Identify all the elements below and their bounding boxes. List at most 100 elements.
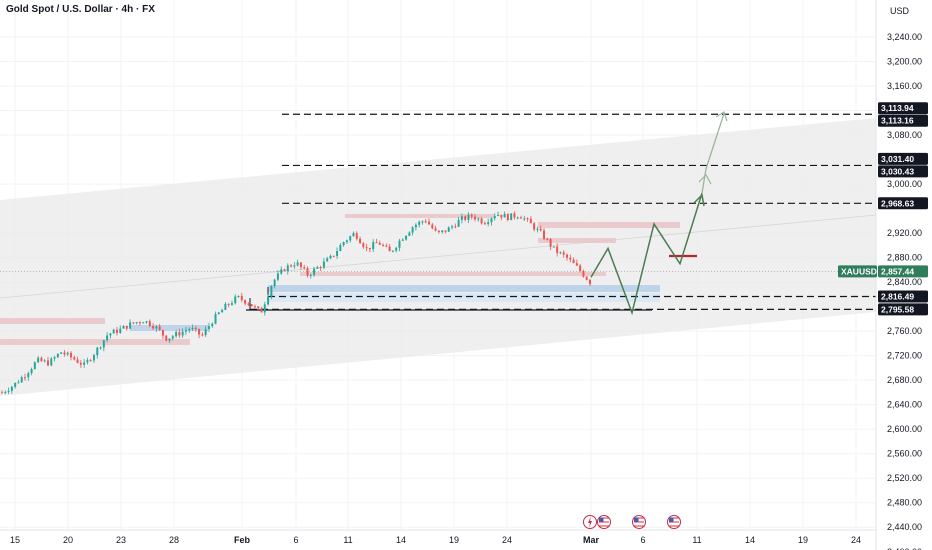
channel-midline <box>0 214 877 299</box>
candle-body <box>510 213 513 221</box>
projected-price-path <box>590 193 703 316</box>
x-tick-label[interactable]: 19 <box>798 535 808 545</box>
candle-body <box>227 303 230 305</box>
y-tick-label[interactable]: 2,640.00 <box>887 400 922 410</box>
y-tick-label[interactable]: 2,720.00 <box>887 351 922 361</box>
demand-zone <box>130 325 208 331</box>
us-flag-event-icon[interactable] <box>632 515 646 529</box>
candle-body <box>460 216 463 220</box>
candle-body <box>66 352 69 355</box>
lightning-event-icon[interactable] <box>583 515 597 529</box>
price-level-badge[interactable]: 3,030.43 <box>878 165 928 178</box>
regression-channel <box>0 118 877 396</box>
candle-body <box>73 357 76 360</box>
y-tick-label[interactable]: 3,160.00 <box>887 81 922 91</box>
x-tick-label[interactable]: 15 <box>10 535 20 545</box>
price-level-badge[interactable]: 2,968.63 <box>878 197 928 210</box>
x-tick-label[interactable]: 11 <box>692 535 701 545</box>
x-tick-label[interactable]: 14 <box>745 535 755 545</box>
candle-body <box>155 326 158 329</box>
candle-body <box>480 218 483 224</box>
supply-zone <box>538 222 680 228</box>
time-axis[interactable]: 15 20 23 28 Feb 6 11 14 19 24 Mar 6 11 14 19 24 <box>0 529 876 545</box>
flag-stripe <box>634 519 644 521</box>
price-badge-box <box>878 114 928 127</box>
y-tick-label[interactable]: 2,520.00 <box>887 473 922 483</box>
x-tick-label[interactable]: 20 <box>63 535 73 545</box>
candle-body <box>303 267 306 269</box>
projection-path <box>590 111 728 316</box>
symbol-badge[interactable]: XAUUSD <box>838 265 877 278</box>
candle-body <box>339 245 342 252</box>
x-tick-label[interactable]: 23 <box>116 535 126 545</box>
candle-body <box>250 304 253 307</box>
candle-body <box>14 382 17 387</box>
x-tick-label[interactable]: 19 <box>449 535 459 545</box>
candle-body <box>237 296 240 298</box>
y-tick-label[interactable]: 2,480.00 <box>887 498 922 508</box>
candle-body <box>378 242 381 245</box>
candle-body <box>451 226 454 228</box>
economic-events[interactable] <box>583 515 681 529</box>
y-tick-label[interactable]: 2,440.00 <box>887 522 922 532</box>
candle-body <box>487 222 490 225</box>
currency-label[interactable]: USD <box>890 6 910 16</box>
candle-body <box>89 360 92 362</box>
y-tick-label[interactable]: 3,200.00 <box>887 57 922 67</box>
y-tick-label[interactable]: 2,880.00 <box>887 253 922 263</box>
candle-body <box>359 238 362 244</box>
price-level-badge[interactable]: 3,113.94 <box>878 102 928 115</box>
x-tick-label[interactable]: 6 <box>640 535 645 545</box>
x-tick-label[interactable]: 24 <box>851 535 861 545</box>
y-tick-label[interactable]: 3,240.00 <box>887 32 922 42</box>
y-tick-label[interactable]: 3,080.00 <box>887 130 922 140</box>
x-tick-label[interactable]: 6 <box>293 535 298 545</box>
x-tick-label[interactable]: 14 <box>396 535 406 545</box>
candle-body <box>293 265 296 267</box>
candle-body <box>421 221 424 223</box>
candle-body <box>316 267 319 269</box>
candle-body <box>375 242 378 244</box>
flag-stripe <box>669 521 679 523</box>
us-flag-event-icon[interactable] <box>597 515 611 529</box>
candle-body <box>319 267 322 269</box>
candle-body <box>92 355 95 361</box>
candle-body <box>428 221 431 225</box>
current-price-badge[interactable]: 2,857.44 <box>878 265 928 278</box>
x-tick-label[interactable]: Mar <box>583 535 600 545</box>
price-axis[interactable]: 3,240.003,200.003,160.003,120.003,080.00… <box>838 0 932 550</box>
candle-body <box>497 214 500 216</box>
flag-stripe <box>599 523 609 525</box>
y-tick-label[interactable]: 2,680.00 <box>887 375 922 385</box>
x-tick-label[interactable]: 24 <box>502 535 512 545</box>
x-tick-label[interactable]: Feb <box>234 535 251 545</box>
candle-body <box>286 265 289 272</box>
y-tick-label[interactable]: 2,600.00 <box>887 424 922 434</box>
price-level-badge[interactable]: 3,113.16 <box>878 114 928 127</box>
us-flag-event-icon[interactable] <box>667 515 681 529</box>
y-tick-label[interactable]: 2,760.00 <box>887 326 922 336</box>
flag-stripe <box>634 525 644 527</box>
y-tick-label[interactable]: 3,000.00 <box>887 179 922 189</box>
candle-body <box>322 261 325 268</box>
price-badge-text: 2,857.44 <box>881 266 914 276</box>
candle-body <box>122 325 125 329</box>
y-tick-label[interactable]: 2,560.00 <box>887 449 922 459</box>
y-tick-label[interactable]: 2,400.00 <box>887 547 922 550</box>
x-tick-label[interactable]: 11 <box>343 535 352 545</box>
candle-body <box>214 313 217 324</box>
candle-body <box>10 386 13 391</box>
candle-body <box>217 312 220 314</box>
candle-body <box>326 258 329 262</box>
x-tick-label[interactable]: 28 <box>169 535 179 545</box>
price-level-badge[interactable]: 2,816.49 <box>878 290 928 303</box>
price-level-badge[interactable]: 3,031.40 <box>878 152 928 165</box>
price-badge-text: 2,816.49 <box>881 292 914 302</box>
y-tick-label[interactable]: 2,920.00 <box>887 228 922 238</box>
candle-body <box>332 255 335 257</box>
flag-stripe <box>669 517 679 519</box>
y-tick-label[interactable]: 2,840.00 <box>887 277 922 287</box>
price-level-badge[interactable]: 2,795.58 <box>878 303 928 316</box>
